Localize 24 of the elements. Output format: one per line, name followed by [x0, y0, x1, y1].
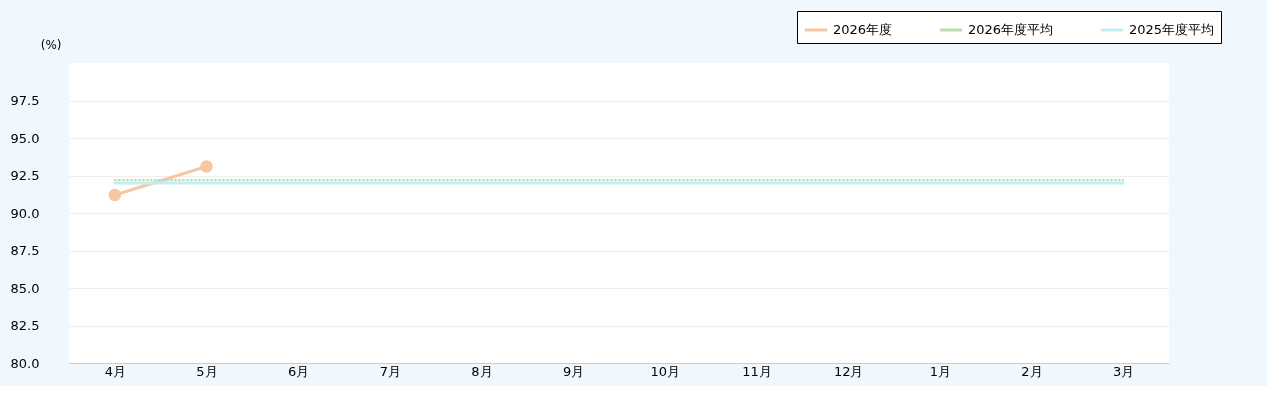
x-tick-label: 4月 — [104, 363, 126, 379]
y-tick-label: 97.5 — [10, 93, 40, 108]
legend-label: 2025年度平均 — [1129, 22, 1215, 37]
y-tick-label: 92.5 — [10, 168, 40, 183]
x-tick-label: 10月 — [650, 363, 681, 379]
x-tick-label: 1月 — [929, 363, 951, 379]
legend-label: 2026年度平均 — [968, 22, 1054, 37]
x-tick-label: 3月 — [1113, 363, 1135, 379]
legend-label: 2026年度 — [833, 22, 893, 37]
y-tick-label: 95.0 — [10, 130, 40, 146]
y-tick-label: 82.5 — [10, 318, 40, 333]
x-tick-label: 12月 — [833, 363, 864, 379]
x-tick-label: 11月 — [742, 363, 772, 379]
x-tick-label: 2月 — [1021, 363, 1043, 379]
y-axis-title: (%) — [40, 37, 62, 52]
y-tick-label: 90.0 — [10, 205, 40, 221]
y-tick-label: 87.5 — [10, 243, 40, 258]
x-tick-label: 6月 — [288, 363, 310, 379]
y-tick-label: 85.0 — [10, 280, 40, 296]
x-tick-label: 8月 — [471, 363, 493, 379]
x-tick-label: 9月 — [563, 363, 585, 379]
x-tick-label: 7月 — [379, 363, 401, 379]
x-tick-label: 5月 — [196, 363, 218, 379]
y-tick-label: 80.0 — [10, 355, 40, 371]
